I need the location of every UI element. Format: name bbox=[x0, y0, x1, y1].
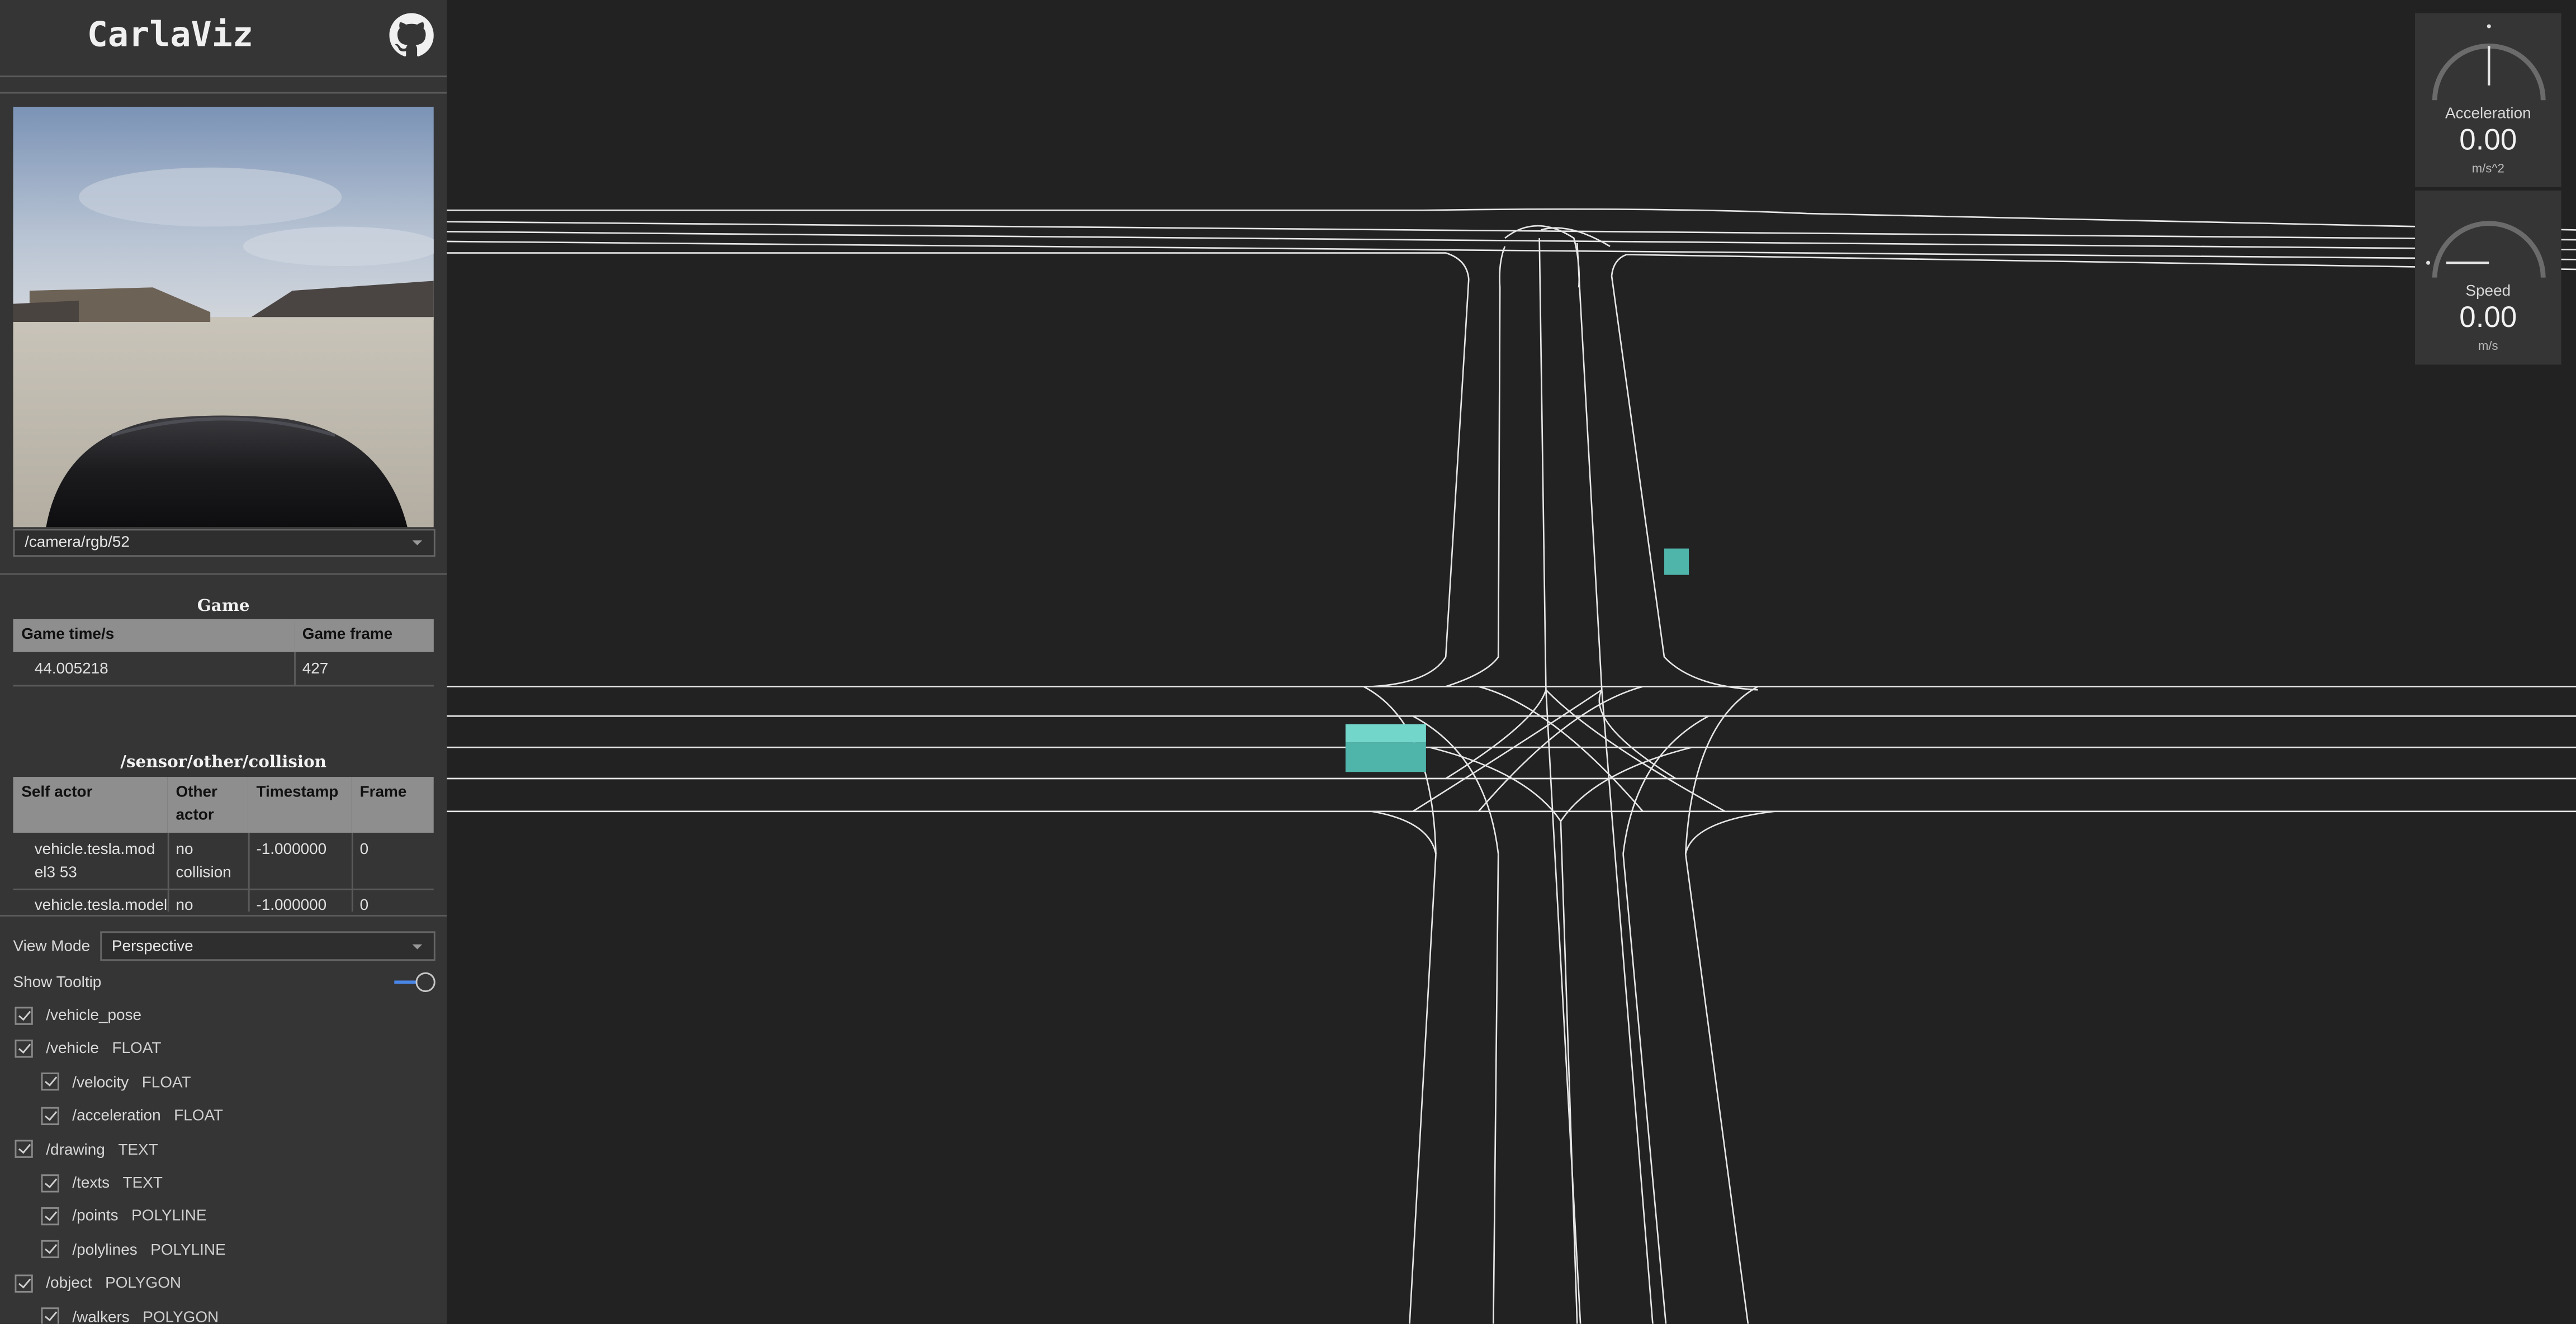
chevron-down-icon bbox=[412, 944, 423, 950]
stream-item: /drawing TEXT bbox=[46, 1141, 158, 1159]
stream-type: POLYGON bbox=[105, 1275, 182, 1293]
stream-name: /drawing bbox=[46, 1141, 105, 1159]
stream-checkbox[interactable] bbox=[41, 1173, 59, 1192]
stream-name: /acceleration bbox=[72, 1107, 161, 1126]
view-mode-select[interactable]: Perspective bbox=[100, 931, 435, 961]
stream-name: /vehicle bbox=[46, 1040, 99, 1059]
view-mode-value: Perspective bbox=[111, 938, 193, 956]
divider bbox=[0, 92, 447, 94]
table-cell: vehicle.tesla.model3 bbox=[34, 896, 168, 912]
stream-type: POLYLINE bbox=[150, 1241, 226, 1260]
divider bbox=[13, 685, 434, 687]
stream-type: TEXT bbox=[118, 1141, 158, 1159]
gauge-value: 0.00 bbox=[2459, 300, 2517, 334]
stream-checkbox[interactable] bbox=[15, 1039, 33, 1058]
gauge-unit: m/s bbox=[2478, 338, 2498, 353]
stream-checkbox[interactable] bbox=[15, 1140, 33, 1159]
stream-name: /points bbox=[72, 1208, 119, 1226]
stream-type: FLOAT bbox=[174, 1107, 224, 1126]
collision-table-title: /sensor/other/collision bbox=[120, 753, 327, 772]
table-header: Game time/s bbox=[13, 619, 295, 652]
table-header: Other actor bbox=[167, 777, 248, 833]
stream-item: /points POLYLINE bbox=[72, 1208, 206, 1226]
stream-name: /object bbox=[46, 1275, 92, 1293]
table-header: Self actor bbox=[13, 777, 168, 833]
table-cell: -1.000000 bbox=[256, 896, 327, 912]
chevron-down-icon bbox=[412, 540, 423, 545]
camera-select-value: /camera/rgb/52 bbox=[25, 534, 130, 552]
show-tooltip-toggle[interactable] bbox=[394, 972, 435, 993]
vehicle-ego[interactable] bbox=[1345, 724, 1426, 772]
stream-type: TEXT bbox=[122, 1174, 163, 1193]
stream-item: /walkers POLYGON bbox=[72, 1308, 219, 1324]
collision-table: Self actor Other actor Timestamp Frame v… bbox=[13, 777, 434, 912]
divider bbox=[0, 75, 447, 78]
toggle-knob bbox=[415, 972, 435, 993]
stream-item: /object POLYGON bbox=[46, 1275, 181, 1293]
game-table-title: Game bbox=[197, 597, 250, 616]
map-viewport[interactable] bbox=[447, 0, 2576, 1324]
camera-preview bbox=[13, 107, 434, 528]
table-cell: -1.000000 bbox=[256, 841, 327, 859]
vehicle-other[interactable] bbox=[1664, 548, 1689, 575]
table-header: Timestamp bbox=[248, 777, 352, 833]
stream-type: FLOAT bbox=[141, 1074, 191, 1092]
stream-checkbox[interactable] bbox=[41, 1207, 59, 1226]
stream-item: /polylines POLYLINE bbox=[72, 1241, 225, 1259]
stream-checkbox[interactable] bbox=[41, 1106, 59, 1125]
speed-gauge: Speed 0.00 m/s bbox=[2415, 190, 2561, 365]
brand-header: CarlaViz bbox=[0, 0, 447, 72]
stream-item: /vehicle_pose bbox=[46, 1007, 141, 1024]
camera-select[interactable]: /camera/rgb/52 bbox=[13, 529, 435, 557]
view-mode-label: View Mode bbox=[13, 938, 91, 956]
divider bbox=[13, 888, 434, 890]
table-cell: vehicle.tesla.model3 53 bbox=[34, 841, 155, 882]
stream-type: POLYGON bbox=[143, 1308, 219, 1324]
stream-item: /texts TEXT bbox=[72, 1174, 163, 1192]
road-lines bbox=[447, 208, 2576, 1324]
table-header: Frame bbox=[351, 777, 434, 833]
stream-name: /walkers bbox=[72, 1308, 130, 1324]
gauge-label: Acceleration bbox=[2445, 105, 2531, 124]
github-icon[interactable] bbox=[389, 13, 434, 58]
table-cell: 44.005218 bbox=[34, 660, 108, 678]
table-header: Game frame bbox=[294, 619, 434, 652]
stream-checkbox[interactable] bbox=[41, 1073, 59, 1092]
sidebar: CarlaViz bbox=[0, 0, 447, 1324]
divider bbox=[167, 832, 169, 912]
divider bbox=[248, 832, 250, 912]
acceleration-gauge: Acceleration 0.00 m/s^2 bbox=[2415, 13, 2561, 188]
table-cell: 427 bbox=[302, 660, 329, 678]
gauge-unit: m/s^2 bbox=[2471, 161, 2504, 176]
divider bbox=[0, 914, 447, 917]
table-cell: 0 bbox=[359, 841, 369, 859]
toggle-track bbox=[394, 980, 424, 984]
show-tooltip-label: Show Tooltip bbox=[13, 974, 102, 993]
gauge-value: 0.00 bbox=[2459, 123, 2517, 156]
stream-checkbox[interactable] bbox=[41, 1240, 59, 1259]
stream-name: /polylines bbox=[72, 1241, 138, 1260]
stream-checkbox[interactable] bbox=[15, 1274, 33, 1292]
table-cell: no collision bbox=[176, 841, 231, 882]
stream-checkbox[interactable] bbox=[15, 1006, 33, 1024]
table-cell: no bbox=[176, 896, 193, 912]
divider bbox=[0, 573, 447, 575]
stream-name: /vehicle_pose bbox=[46, 1007, 142, 1025]
stream-type: POLYLINE bbox=[131, 1208, 207, 1226]
divider bbox=[351, 832, 353, 912]
speed-dial bbox=[2426, 221, 2546, 278]
game-table: Game time/s Game frame 44.005218 427 bbox=[13, 619, 434, 687]
stream-item: /vehicle FLOAT bbox=[46, 1040, 161, 1058]
stream-name: /velocity bbox=[72, 1074, 129, 1092]
divider bbox=[294, 652, 296, 685]
stream-name: /texts bbox=[72, 1174, 110, 1193]
table-cell: 0 bbox=[359, 896, 369, 912]
stream-checkbox[interactable] bbox=[41, 1307, 59, 1324]
stream-type: FLOAT bbox=[112, 1040, 162, 1059]
gauge-label: Speed bbox=[2465, 282, 2511, 301]
stream-item: /acceleration FLOAT bbox=[72, 1107, 223, 1125]
stream-item: /velocity FLOAT bbox=[72, 1074, 191, 1092]
app-title: CarlaViz bbox=[87, 15, 254, 54]
acceleration-dial bbox=[2432, 24, 2546, 101]
